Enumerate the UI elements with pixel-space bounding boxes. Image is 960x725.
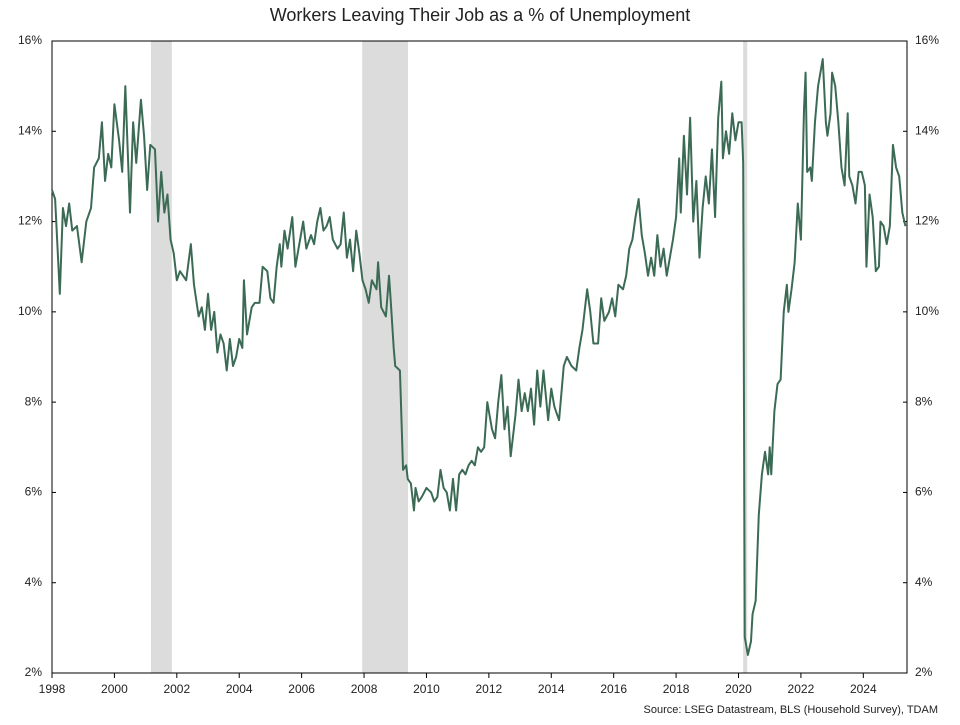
x-tick-label: 2008 bbox=[351, 682, 378, 696]
y2-tick-label: 14% bbox=[915, 123, 939, 137]
y-tick-label: 2% bbox=[25, 665, 43, 679]
y-tick-label: 14% bbox=[18, 123, 42, 137]
y2-tick-label: 4% bbox=[915, 575, 933, 589]
y2-tick-label: 2% bbox=[915, 665, 933, 679]
y-tick-label: 8% bbox=[25, 394, 43, 408]
y2-tick-label: 10% bbox=[915, 304, 939, 318]
recession-shade bbox=[150, 41, 172, 673]
x-tick-label: 2000 bbox=[101, 682, 128, 696]
x-tick-label: 2002 bbox=[163, 682, 190, 696]
y2-tick-label: 6% bbox=[915, 485, 933, 499]
recession-shade bbox=[743, 41, 748, 673]
x-tick-label: 2006 bbox=[288, 682, 315, 696]
x-tick-label: 2014 bbox=[538, 682, 565, 696]
x-tick-label: 2020 bbox=[725, 682, 752, 696]
y2-tick-label: 12% bbox=[915, 214, 939, 228]
y-tick-label: 16% bbox=[18, 33, 42, 47]
data-line bbox=[51, 58, 907, 656]
x-tick-label: 1998 bbox=[39, 682, 66, 696]
source-note: Source: LSEG Datastream, BLS (Household … bbox=[644, 704, 938, 716]
x-tick-label: 2004 bbox=[226, 682, 253, 696]
x-tick-label: 2012 bbox=[476, 682, 503, 696]
recession-shade bbox=[362, 41, 409, 673]
y-tick-label: 6% bbox=[25, 485, 43, 499]
chart-title: Workers Leaving Their Job as a % of Unem… bbox=[270, 5, 691, 25]
x-tick-label: 2024 bbox=[850, 682, 877, 696]
y-tick-label: 10% bbox=[18, 304, 42, 318]
y2-tick-label: 16% bbox=[915, 33, 939, 47]
y2-tick-label: 8% bbox=[915, 394, 933, 408]
plot-frame bbox=[51, 40, 908, 674]
x-tick-label: 2016 bbox=[600, 682, 627, 696]
y-tick-label: 4% bbox=[25, 575, 43, 589]
y-tick-label: 12% bbox=[18, 214, 42, 228]
x-tick-label: 2018 bbox=[663, 682, 690, 696]
x-tick-label: 2010 bbox=[413, 682, 440, 696]
x-tick-label: 2022 bbox=[788, 682, 815, 696]
